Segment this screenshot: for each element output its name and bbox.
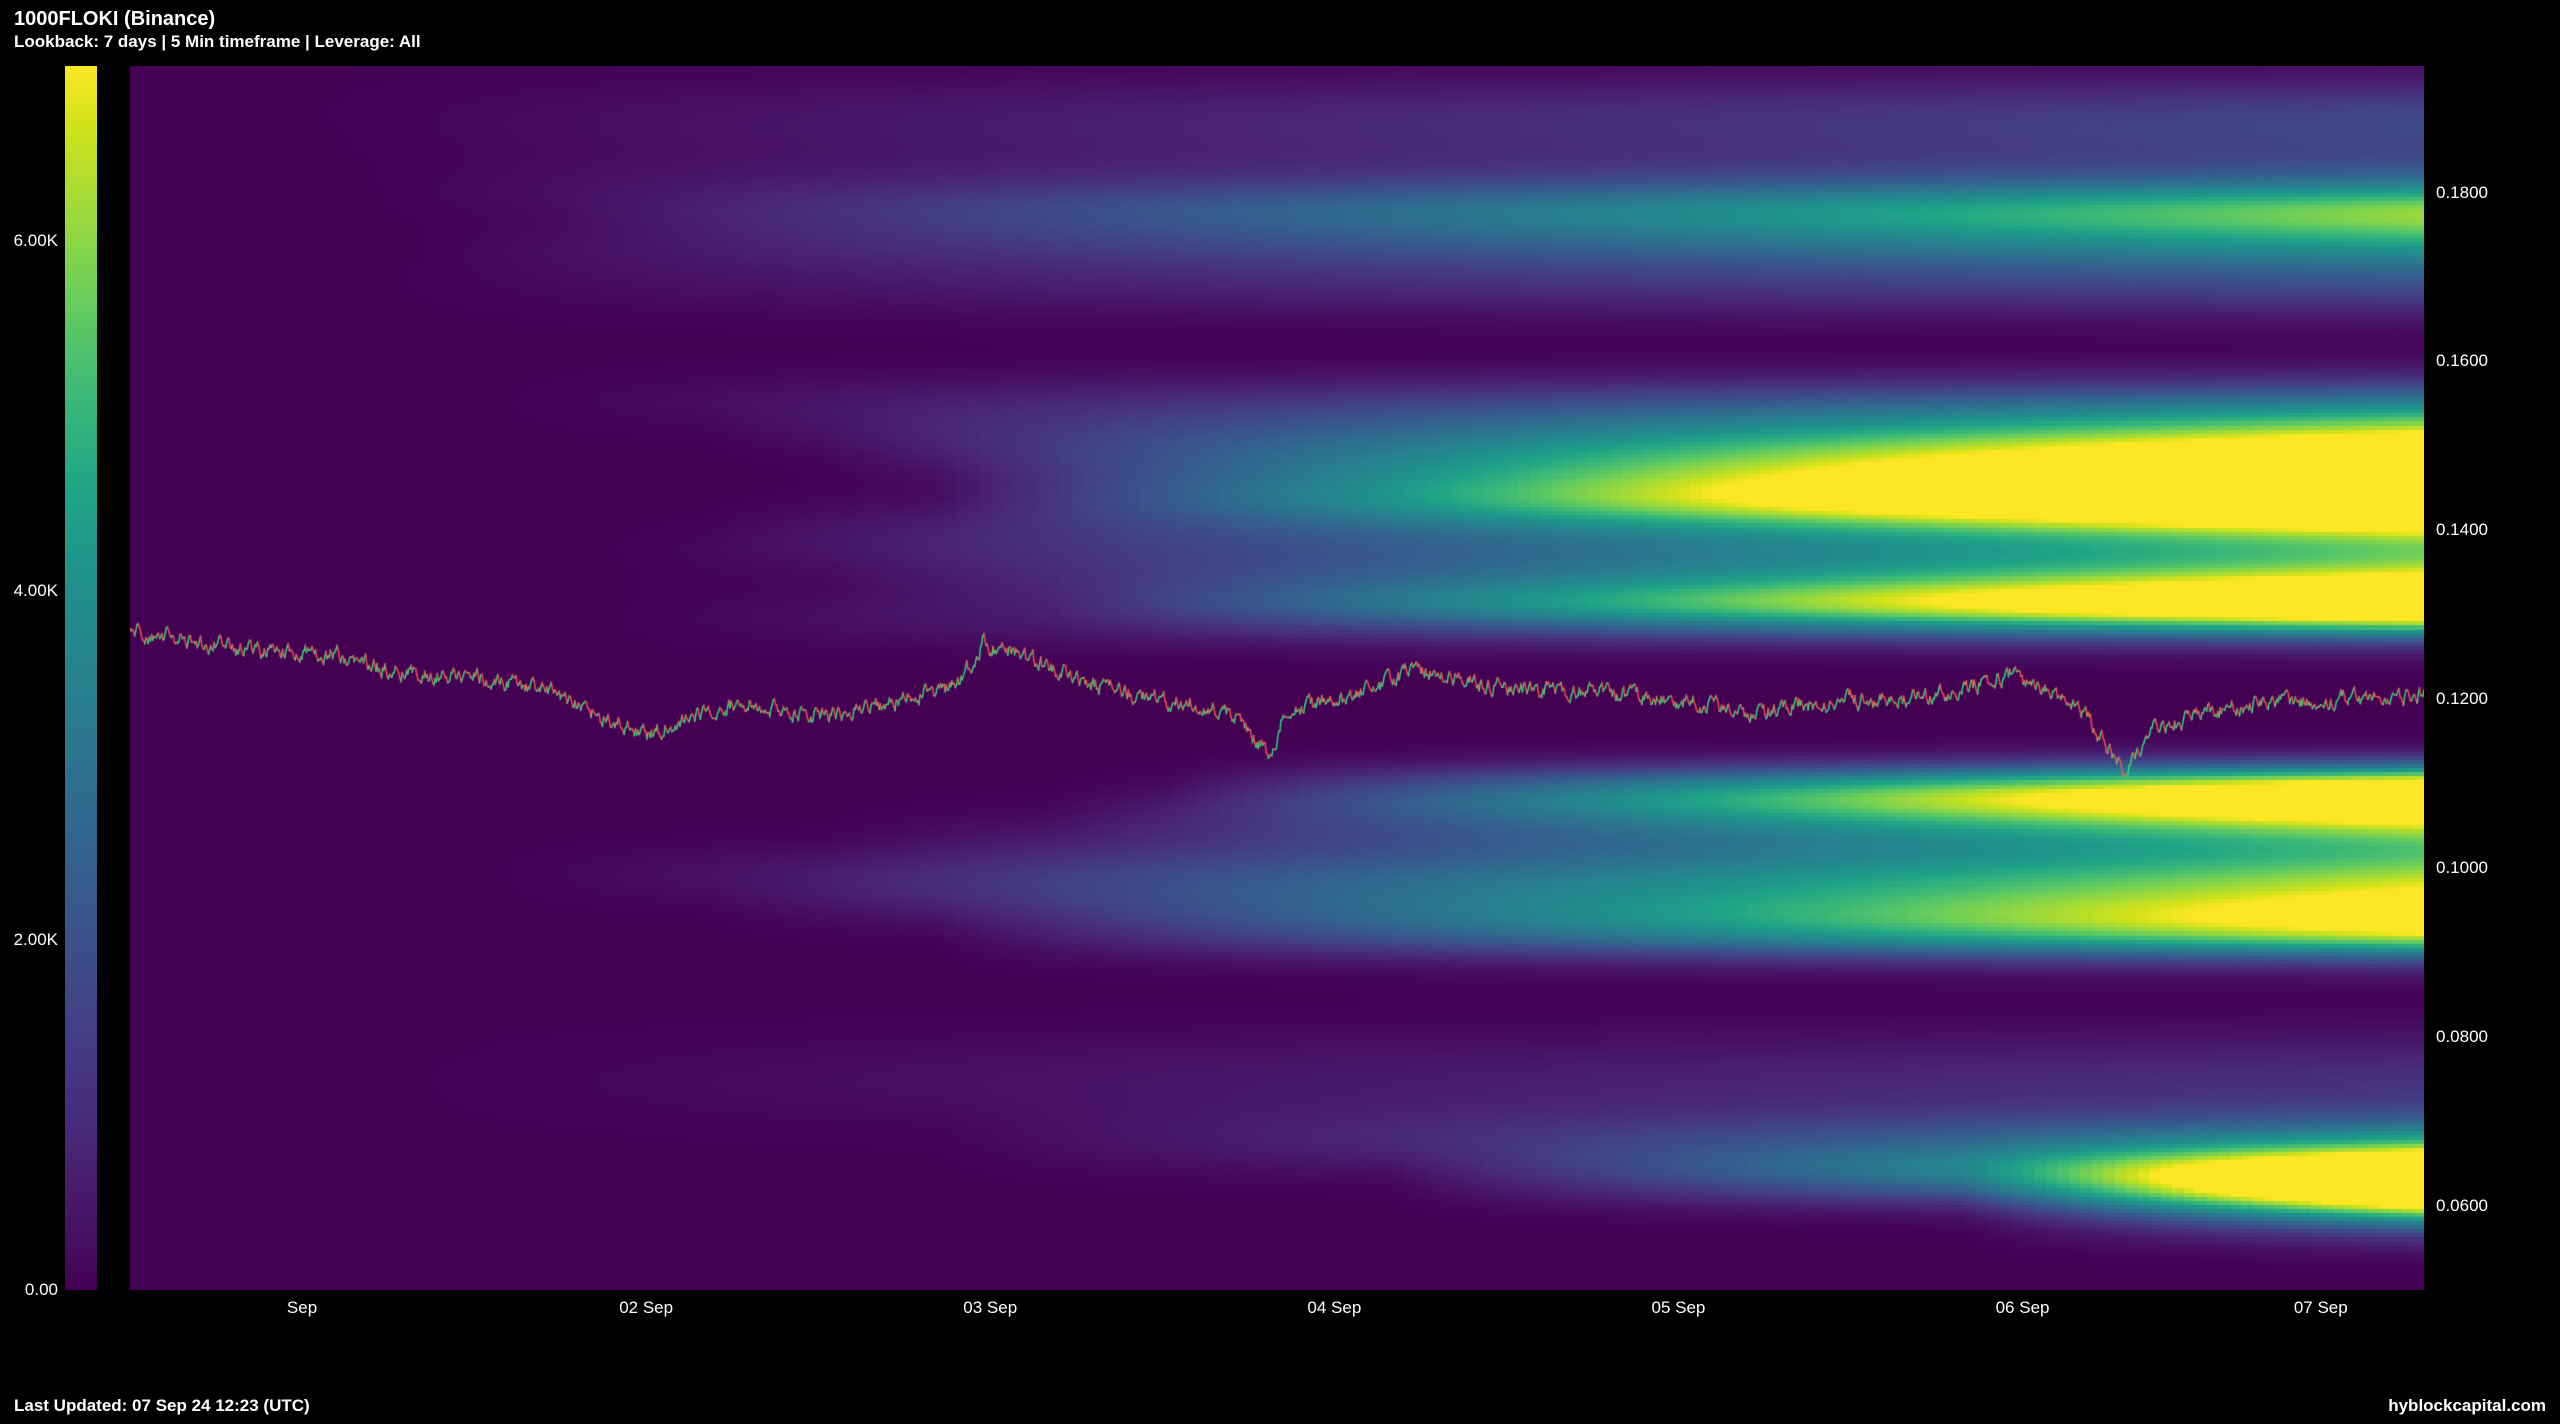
x-axis-tick-label: 06 Sep xyxy=(1996,1298,2050,1318)
y-axis-tick-label: 0.1600 xyxy=(2436,351,2488,371)
colorbar-tick-label: 0.00 xyxy=(0,1280,58,1300)
y-axis-tick-label: 0.0800 xyxy=(2436,1027,2488,1047)
colorbar-tick-label: 6.00K xyxy=(0,231,58,251)
y-axis-tick-label: 0.1200 xyxy=(2436,689,2488,709)
price-line-canvas xyxy=(130,66,2424,1290)
chart-subtitle: Lookback: 7 days | 5 Min timeframe | Lev… xyxy=(14,32,421,52)
last-updated-label: Last Updated: 07 Sep 24 12:23 (UTC) xyxy=(14,1396,310,1416)
colorbar xyxy=(65,66,97,1290)
y-axis-tick-label: 0.1400 xyxy=(2436,520,2488,540)
x-axis-tick-label: 03 Sep xyxy=(963,1298,1017,1318)
heatmap-plot[interactable] xyxy=(130,66,2424,1290)
y-axis-tick-label: 0.0600 xyxy=(2436,1196,2488,1216)
x-axis-tick-label: 04 Sep xyxy=(1307,1298,1361,1318)
brand-label: hyblockcapital.com xyxy=(2388,1396,2546,1416)
colorbar-tick-label: 4.00K xyxy=(0,581,58,601)
chart-title: 1000FLOKI (Binance) xyxy=(14,8,215,31)
x-axis-tick-label: 02 Sep xyxy=(619,1298,673,1318)
x-axis-tick-label: 05 Sep xyxy=(1651,1298,1705,1318)
colorbar-tick-label: 2.00K xyxy=(0,930,58,950)
x-axis-tick-label: 07 Sep xyxy=(2294,1298,2348,1318)
colorbar-canvas xyxy=(65,66,97,1290)
chart-container: 1000FLOKI (Binance) Lookback: 7 days | 5… xyxy=(0,0,2560,1424)
x-axis-tick-label: Sep xyxy=(287,1298,317,1318)
y-axis-tick-label: 0.1000 xyxy=(2436,858,2488,878)
y-axis-tick-label: 0.1800 xyxy=(2436,183,2488,203)
